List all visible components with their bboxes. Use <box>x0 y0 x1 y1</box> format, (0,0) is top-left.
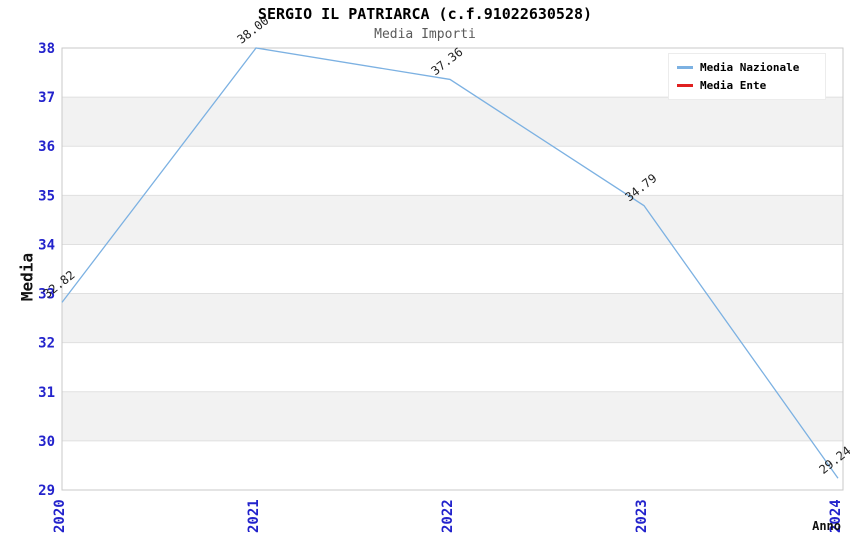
legend: Media Nazionale Media Ente <box>668 53 826 100</box>
y-tick-label: 34 <box>38 237 55 253</box>
y-tick-label: 29 <box>38 483 55 499</box>
y-tick-label: 38 <box>38 41 55 57</box>
y-tick-label: 32 <box>38 336 55 352</box>
plot-band <box>62 342 843 392</box>
plot-border <box>61 47 844 491</box>
y-tick-label: 31 <box>38 385 55 401</box>
y-tick-label: 37 <box>38 90 55 106</box>
series-line-media-nazionale <box>61 47 839 479</box>
y-tick-label: 35 <box>38 188 55 204</box>
legend-label-media-ente: Media Ente <box>700 79 767 92</box>
x-tick-label: 2022 <box>440 499 456 533</box>
plot-band <box>62 146 843 196</box>
y-tick-label: 30 <box>38 434 55 450</box>
x-tick-label: 2024 <box>828 499 844 533</box>
x-tick-label: 2021 <box>246 499 262 533</box>
plot-band <box>62 440 843 490</box>
plot-band <box>62 97 843 147</box>
y-tick-label: 36 <box>38 139 55 155</box>
legend-swatch-media-ente-icon <box>677 84 693 87</box>
y-axis-title: Media <box>17 252 37 302</box>
x-axis-title: Anno <box>812 519 841 533</box>
plot-band <box>62 293 843 343</box>
x-tick-label: 2020 <box>52 499 68 533</box>
x-tick-label: 2023 <box>634 499 650 533</box>
legend-label-media-nazionale: Media Nazionale <box>700 61 800 74</box>
plot-band <box>62 195 843 245</box>
legend-item-media-ente: Media Ente <box>677 79 825 92</box>
chart-subtitle: Media Importi <box>374 27 476 42</box>
y-tick-label: 33 <box>38 287 55 303</box>
plot-band <box>62 391 843 441</box>
chart-title: SERGIO IL PATRIARCA (c.f.91022630528) <box>257 5 593 23</box>
legend-item-media-nazionale: Media Nazionale <box>677 61 825 74</box>
legend-swatch-media-nazionale-icon <box>677 66 693 69</box>
plot-band <box>62 244 843 294</box>
